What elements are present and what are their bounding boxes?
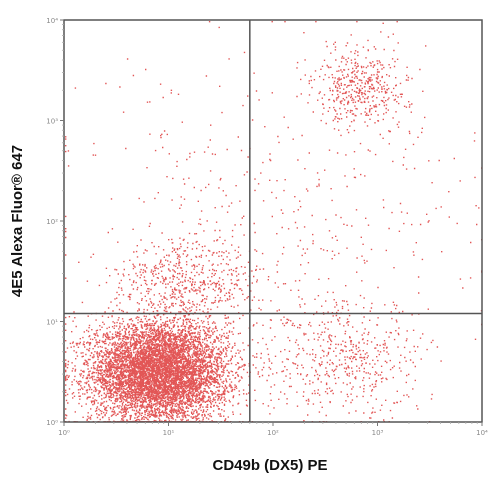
- x-tick-label: 10³: [372, 429, 384, 437]
- x-tick-label: 10²: [267, 429, 279, 437]
- y-tick-label: 10⁴: [46, 17, 58, 25]
- y-tick-label: 10³: [46, 118, 58, 126]
- x-axis-title: CD49b (DX5) PE: [212, 457, 327, 474]
- y-tick-label: 10²: [46, 218, 58, 226]
- x-tick-label: 10¹: [163, 429, 175, 437]
- x-tick-label: 10⁰: [58, 429, 70, 437]
- y-axis-title: 4E5 Alexa Fluor® 647: [9, 145, 26, 297]
- x-tick-label: 10⁴: [476, 429, 488, 437]
- event-dots: [65, 21, 483, 423]
- quadrant-gates: [64, 20, 482, 422]
- axis-ticks: 10⁰ 10¹ 10² 10³ 10⁴ 10⁰ 10¹ 10² 10³ 10⁴: [46, 17, 488, 437]
- y-tick-label: 10⁰: [46, 419, 58, 427]
- y-tick-label: 10¹: [46, 319, 58, 327]
- event-dot-cloud: [65, 21, 483, 423]
